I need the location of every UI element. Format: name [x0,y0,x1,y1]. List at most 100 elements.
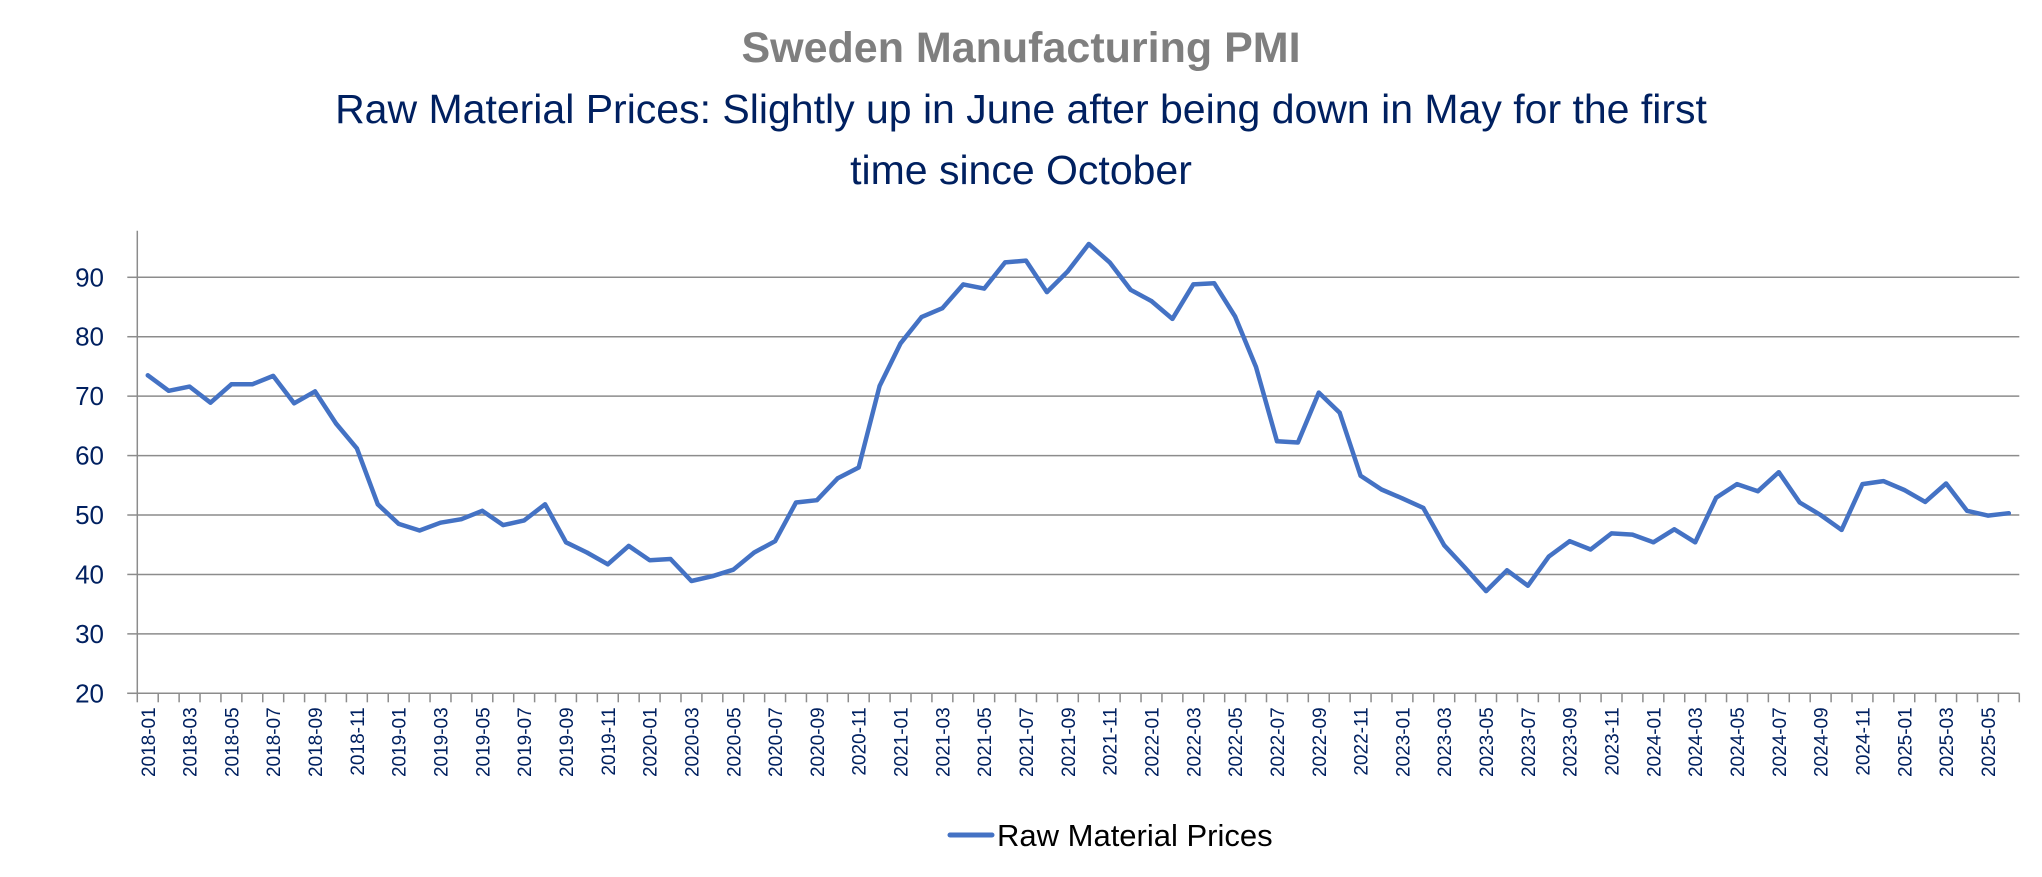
data-point-2019-10 [584,550,589,555]
data-point-2024-10 [1839,527,1844,532]
data-point-2024-11 [1860,482,1865,487]
data-point-2018-03 [187,384,192,389]
data-point-2025-02 [1923,499,1928,504]
data-point-2021-10 [1086,242,1091,247]
data-point-2020-10 [835,476,840,481]
x-tick-label: 2020-05 [724,707,745,777]
data-point-2019-04 [459,517,464,522]
data-point-2019-09 [563,540,568,545]
x-tick-label: 2022-11 [1352,707,1373,775]
x-tick-label: 2024-07 [1770,707,1791,777]
data-point-2024-07 [1776,470,1781,475]
data-point-2019-05 [480,508,485,513]
data-point-2022-03 [1191,282,1196,287]
y-tick-label: 60 [75,441,104,471]
y-tick-label: 90 [75,262,104,292]
x-tick-label: 2025-05 [1979,707,2000,777]
x-tick-label: 2023-09 [1561,707,1582,777]
x-tick-label: 2020-03 [682,707,703,777]
x-tick-label: 2024-11 [1853,707,1874,775]
x-tick-label: 2021-07 [1017,707,1038,777]
x-tick-label: 2019-01 [390,707,411,777]
data-point-2022-06 [1254,365,1259,370]
x-tick-label: 2018-05 [222,707,243,777]
x-tick-label: 2022-07 [1268,707,1289,777]
data-point-2020-11 [856,465,861,470]
data-point-2020-07 [773,539,778,544]
data-point-2023-07 [1525,583,1530,588]
x-tick-label: 2020-07 [766,707,787,777]
data-point-2023-09 [1567,539,1572,544]
legend-label-raw-material-prices: Raw Material Prices [997,818,1273,853]
data-point-2021-08 [1044,290,1049,295]
data-point-2020-05 [731,567,736,572]
x-tick-label: 2025-01 [1895,707,1916,777]
x-tick-label: 2023-05 [1477,707,1498,777]
data-point-2019-12 [626,543,631,548]
x-tick-label: 2020-11 [850,707,871,775]
data-point-2022-12 [1379,487,1384,492]
data-point-2022-07 [1274,439,1279,444]
y-tick-label: 70 [75,381,104,411]
chart-subtitle-line-2: time since October [850,147,1192,193]
data-point-2025-06 [2006,511,2011,516]
data-point-2025-05 [1985,513,1990,518]
data-point-2020-09 [814,498,819,503]
x-tick-label: 2018-11 [348,707,369,775]
data-point-2019-01 [396,521,401,526]
legend: Raw Material Prices [947,818,1273,853]
x-tick-label: 2021-01 [892,707,913,777]
y-tick-label: 20 [75,678,104,708]
x-tick-label: 2018-01 [139,707,160,777]
data-point-2022-02 [1170,316,1175,321]
data-point-2023-10 [1588,547,1593,552]
x-tick-label: 2022-09 [1310,707,1331,777]
data-point-2018-01 [145,373,150,378]
x-tick-label: 2019-03 [432,707,453,777]
y-tick-label: 30 [75,619,104,649]
x-tick-label: 2021-09 [1059,707,1080,777]
data-point-2021-04 [961,282,966,287]
data-point-2021-12 [1128,287,1133,292]
y-tick-label: 50 [75,500,104,530]
data-point-2021-11 [1107,260,1112,265]
data-point-2020-12 [877,384,882,389]
chart-subtitle-line-1: Raw Material Prices: Slightly up in June… [335,86,1707,132]
data-point-2021-01 [898,341,903,346]
x-tick-label: 2018-09 [306,707,327,777]
data-point-2019-06 [501,523,506,528]
data-point-2018-09 [313,389,318,394]
data-point-2022-01 [1149,299,1154,304]
data-point-2021-09 [1065,269,1070,274]
x-tick-label: 2021-11 [1101,707,1122,775]
x-tick-label: 2024-09 [1812,707,1833,777]
data-point-2020-04 [710,574,715,579]
y-axis: 20 30 40 50 60 70 80 90 [75,230,139,708]
x-tick-label: 2024-01 [1644,707,1665,777]
x-tick-label: 2018-03 [181,707,202,777]
x-tick-label: 2019-11 [599,707,620,775]
data-point-2025-01 [1902,488,1907,493]
series-group [145,241,2012,594]
data-point-2018-06 [250,382,255,387]
data-point-2022-10 [1337,410,1342,415]
data-point-2018-08 [292,401,297,406]
y-tick-label: 80 [75,322,104,352]
data-point-2023-01 [1400,496,1405,501]
data-point-2023-08 [1546,554,1551,559]
gridlines [137,276,2020,635]
data-point-2023-04 [1463,565,1468,570]
data-point-2020-06 [752,550,757,555]
x-tick-label: 2022-05 [1226,707,1247,777]
data-point-2024-09 [1818,513,1823,518]
y-tick-label: 40 [75,559,104,589]
chart-title: Sweden Manufacturing PMI [741,24,1300,72]
data-point-2021-07 [1024,258,1029,263]
data-point-2023-12 [1630,532,1635,537]
data-point-2020-03 [689,578,694,583]
x-tick-label: 2019-05 [473,707,494,777]
data-point-2022-09 [1316,390,1321,395]
data-point-2022-08 [1295,440,1300,445]
data-point-2021-02 [919,315,924,320]
data-point-2021-03 [940,306,945,311]
